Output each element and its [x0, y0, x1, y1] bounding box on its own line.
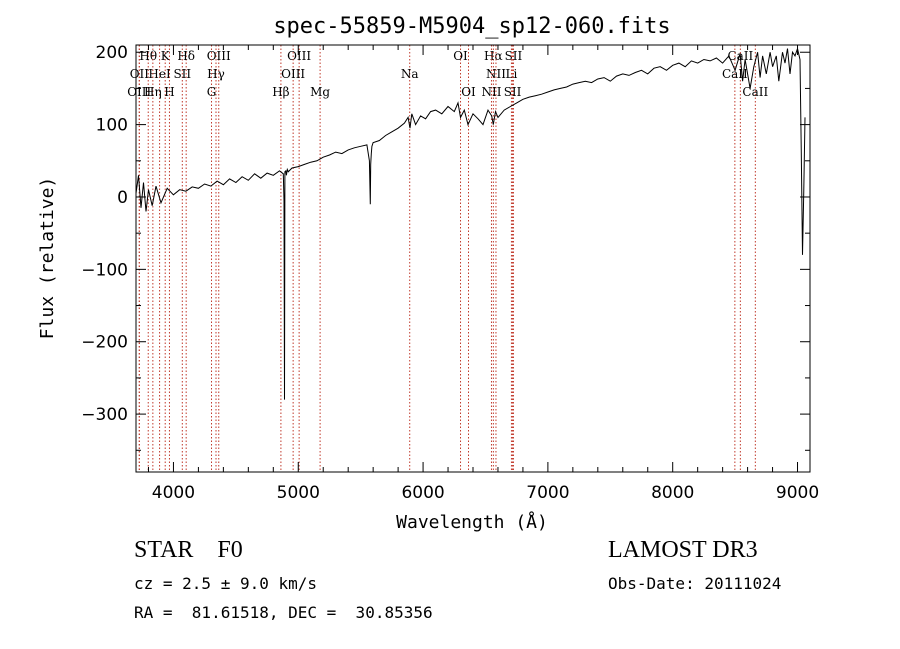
x-tick-label-5: 9000: [776, 483, 819, 503]
marker-label-14: Na: [401, 67, 419, 81]
x-tick-label-1: 5000: [277, 483, 320, 503]
marker-label-12: Hγ: [207, 67, 225, 81]
y-axis-ticks: −300 −200 −100 0 100 200: [81, 43, 810, 451]
x-axis-ticks: 4000 5000 6000 7000 8000 9000: [147, 45, 819, 503]
observation-date: Obs-Date: 20111024: [608, 574, 782, 593]
marker-label-2: Hδ: [177, 49, 195, 63]
marker-label-24: OI: [461, 85, 476, 99]
redshift-cz: cz = 2.5 ± 9.0 km/s: [134, 574, 318, 593]
chart-title: spec-55859-M5904_sp12-060.fits: [273, 14, 670, 39]
marker-label-10: HeI: [148, 67, 171, 81]
x-tick-label-4: 8000: [651, 483, 694, 503]
marker-label-5: OI: [453, 49, 468, 63]
marker-label-21: G: [207, 85, 217, 99]
x-tick-label-0: 4000: [152, 483, 195, 503]
marker-label-3: OIII: [207, 49, 231, 63]
spectrum-line-0: [135, 46, 806, 400]
y-tick-label-4: 100: [96, 116, 128, 136]
marker-label-15: NII: [486, 67, 506, 81]
marker-label-11: SII: [173, 67, 191, 81]
y-axis-label: Flux (relative): [37, 177, 58, 340]
marker-label-20: H: [164, 85, 174, 99]
y-tick-label-1: −200: [81, 333, 128, 353]
marker-label-0: Hθ: [139, 49, 157, 63]
coordinates: RA = 81.61518, DEC = 30.85356: [134, 603, 433, 622]
plot-frame: [135, 44, 811, 473]
marker-label-13: OIII: [281, 67, 305, 81]
spectrum-chart: spec-55859-M5904_sp12-060.fits Hθ K Hδ OIII…: [37, 14, 819, 533]
marker-label-1: K: [161, 49, 171, 63]
marker-label-26: SII: [504, 85, 522, 99]
marker-label-22: Hβ: [272, 85, 289, 99]
marker-label-27: CaII: [742, 85, 768, 99]
x-tick-label-2: 6000: [401, 483, 444, 503]
marker-label-7: SII: [505, 49, 523, 63]
marker-label-18: OIII: [127, 85, 151, 99]
y-tick-label-0: −300: [81, 405, 128, 425]
marker-label-19: Hη: [144, 85, 162, 99]
x-axis-label: Wavelength (Å): [396, 511, 548, 533]
y-tick-label-2: −100: [81, 260, 128, 280]
spectrum-series: [135, 46, 806, 400]
marker-label-25: NII: [481, 85, 501, 99]
marker-label-16: Li: [506, 67, 518, 81]
object-type: STAR F0: [134, 537, 243, 563]
y-tick-label-5: 200: [96, 43, 128, 63]
marker-label-4: OIII: [287, 49, 311, 63]
marker-label-23: Mg: [310, 85, 330, 99]
survey-name: LAMOST DR3: [608, 537, 758, 563]
marker-label-6: Hα: [484, 49, 503, 63]
y-tick-label-3: 0: [117, 188, 128, 208]
x-tick-label-3: 7000: [526, 483, 569, 503]
